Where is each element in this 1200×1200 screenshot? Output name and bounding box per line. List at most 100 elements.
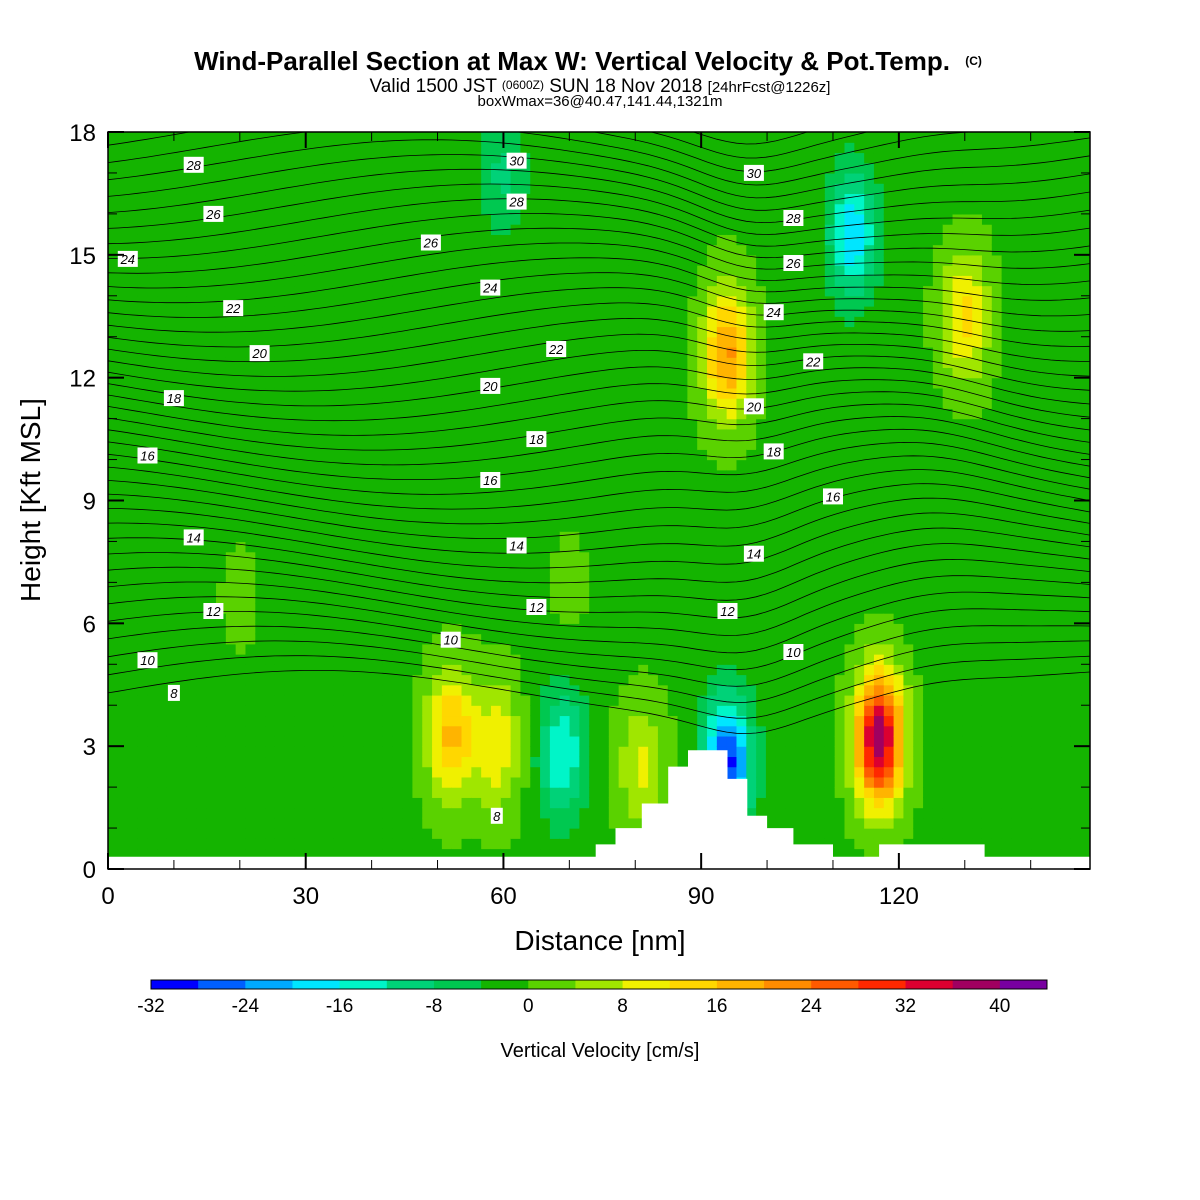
velocity-cell <box>746 367 757 379</box>
velocity-cell <box>206 254 217 266</box>
velocity-cell <box>166 807 178 819</box>
velocity-cell <box>363 203 374 215</box>
velocity-cell <box>569 480 580 491</box>
velocity-cell <box>461 756 472 768</box>
velocity-cell <box>451 357 463 369</box>
velocity-cell <box>333 817 345 829</box>
velocity-cell <box>196 398 207 409</box>
velocity-cell <box>608 643 620 655</box>
velocity-cell <box>108 633 119 645</box>
velocity-cell <box>314 500 325 512</box>
velocity-cell <box>589 510 600 522</box>
velocity-cell <box>412 459 423 471</box>
velocity-cell <box>166 408 178 420</box>
velocity-cell <box>579 306 590 317</box>
velocity-cell <box>235 469 247 481</box>
velocity-cell <box>726 265 738 276</box>
velocity-cell <box>206 787 217 798</box>
velocity-cell <box>225 643 237 655</box>
velocity-cell <box>117 213 129 225</box>
velocity-cell <box>490 203 502 215</box>
velocity-cell <box>589 500 600 512</box>
velocity-cell <box>569 275 580 287</box>
velocity-cell <box>716 684 728 696</box>
velocity-cell <box>608 694 620 706</box>
velocity-cell <box>284 480 296 491</box>
velocity-cell <box>137 377 148 389</box>
velocity-cell <box>117 705 129 717</box>
velocity-cell <box>343 694 355 706</box>
velocity-cell <box>608 142 620 154</box>
velocity-cell <box>628 561 639 573</box>
velocity-cell <box>196 572 207 583</box>
velocity-cell <box>687 490 698 502</box>
velocity-cell <box>108 643 119 655</box>
velocity-cell <box>363 162 374 174</box>
velocity-cell <box>343 807 355 819</box>
velocity-cell <box>324 132 335 143</box>
velocity-cell <box>471 183 482 195</box>
velocity-cell <box>579 602 590 614</box>
velocity-cell <box>373 193 384 205</box>
velocity-cell <box>461 500 472 512</box>
velocity-cell <box>756 295 767 307</box>
velocity-cell <box>579 828 590 839</box>
velocity-cell <box>206 561 217 573</box>
velocity-cell <box>235 285 247 297</box>
velocity-cell <box>775 142 787 154</box>
velocity-cell <box>382 551 394 563</box>
velocity-cell <box>117 582 129 594</box>
velocity-cell <box>147 193 158 205</box>
velocity-cell <box>284 408 296 420</box>
velocity-cell <box>127 572 139 583</box>
velocity-cell <box>677 213 688 225</box>
velocity-cell <box>373 490 384 502</box>
velocity-cell <box>166 377 178 389</box>
velocity-cell <box>196 295 207 307</box>
velocity-cell <box>520 428 531 440</box>
velocity-cell <box>432 623 443 635</box>
velocity-cell <box>490 418 502 430</box>
velocity-cell <box>510 715 522 727</box>
velocity-cell <box>225 684 237 696</box>
velocity-cell <box>422 275 433 287</box>
velocity-cell <box>166 449 178 461</box>
velocity-cell <box>314 418 325 430</box>
velocity-cell <box>677 520 688 532</box>
velocity-cell <box>137 234 148 246</box>
velocity-cell <box>540 244 551 256</box>
velocity-cell <box>500 418 512 430</box>
velocity-cell <box>255 285 266 297</box>
velocity-cell <box>441 664 453 676</box>
velocity-cell <box>530 336 541 348</box>
velocity-cell <box>775 132 787 143</box>
velocity-cell <box>628 224 639 235</box>
velocity-cell <box>589 469 600 481</box>
velocity-cell <box>353 807 364 819</box>
velocity-cell <box>245 561 256 573</box>
velocity-cell <box>225 592 237 604</box>
velocity-cell <box>225 285 237 297</box>
velocity-cell <box>451 674 463 686</box>
velocity-cell <box>333 592 345 604</box>
velocity-cell <box>157 244 168 256</box>
velocity-cell <box>599 265 610 276</box>
velocity-cell <box>628 480 639 491</box>
velocity-cell <box>353 203 364 215</box>
velocity-cell <box>402 387 414 399</box>
velocity-cell <box>108 664 119 676</box>
velocity-cell <box>667 572 679 583</box>
velocity-cell <box>157 756 168 768</box>
velocity-cell <box>510 582 522 594</box>
velocity-cell <box>638 265 649 276</box>
velocity-cell <box>500 459 512 471</box>
velocity-cell <box>451 265 463 276</box>
velocity-cell <box>235 613 247 624</box>
velocity-cell <box>186 469 197 481</box>
velocity-cell <box>412 408 423 420</box>
velocity-cell <box>500 715 512 727</box>
velocity-cell <box>589 244 600 256</box>
velocity-cell <box>432 797 443 809</box>
velocity-cell <box>589 152 600 164</box>
velocity-cell <box>677 224 688 235</box>
